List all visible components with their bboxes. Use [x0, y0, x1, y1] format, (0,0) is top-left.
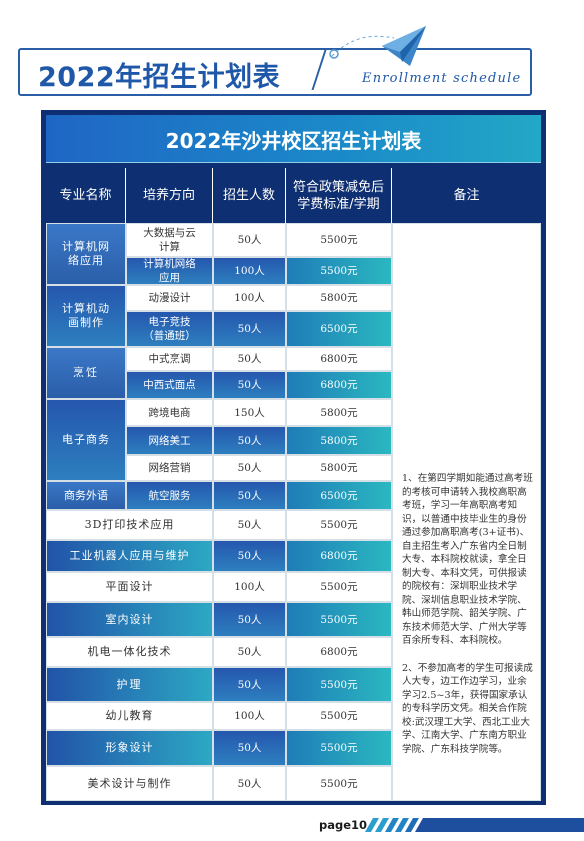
fee-cell: 5800元 — [286, 399, 392, 426]
footer-stripes — [365, 818, 584, 832]
fee-cell: 6800元 — [286, 347, 392, 371]
fee-cell: 5500元 — [286, 766, 392, 801]
count-cell: 50人 — [213, 667, 286, 702]
count-cell: 50人 — [213, 455, 286, 481]
count-cell: 100人 — [213, 572, 286, 602]
major-cell: 室内设计 — [46, 602, 213, 637]
count-cell: 50人 — [213, 371, 286, 399]
col-header-fee: 符合政策减免后学费标准/学期 — [286, 168, 392, 223]
fee-cell: 5500元 — [286, 730, 392, 766]
count-cell: 50人 — [213, 311, 286, 347]
count-cell: 50人 — [213, 223, 286, 257]
page-subtitle-en: Enrollment schedule — [362, 71, 522, 86]
enrollment-table: 2022年沙井校区招生计划表 专业名称 培养方向 招生人数 符合政策减免后学费标… — [41, 110, 546, 805]
count-cell: 150人 — [213, 399, 286, 426]
col-header-count: 招生人数 — [213, 168, 286, 223]
note-paragraph: 1、在第四学期如能通过高考班的考核可申请转入我校高职高考班，学习一年高职高考知识… — [402, 473, 533, 646]
count-cell: 50人 — [213, 730, 286, 766]
direction-cell: 计算机网络应用 — [126, 257, 213, 285]
major-cell: 计算机动画制作 — [46, 285, 126, 347]
fee-cell: 5500元 — [286, 510, 392, 540]
fee-cell: 6800元 — [286, 540, 392, 572]
major-cell: 护理 — [46, 667, 213, 702]
major-cell: 平面设计 — [46, 572, 213, 602]
major-cell: 形象设计 — [46, 730, 213, 766]
count-cell: 50人 — [213, 540, 286, 572]
major-cell: 工业机器人应用与维护 — [46, 540, 213, 572]
direction-cell: 大数据与云计算 — [126, 223, 213, 257]
fee-cell: 5500元 — [286, 702, 392, 730]
col-header-direction: 培养方向 — [126, 168, 213, 223]
count-cell: 50人 — [213, 426, 286, 455]
direction-cell: 中式烹调 — [126, 347, 213, 371]
direction-cell: 中西式面点 — [126, 371, 213, 399]
fee-cell: 5500元 — [286, 602, 392, 637]
col-header-notes: 备注 — [453, 188, 480, 203]
direction-cell: 跨境电商 — [126, 399, 213, 426]
fee-cell: 6500元 — [286, 311, 392, 347]
count-cell: 100人 — [213, 285, 286, 311]
count-cell: 50人 — [213, 637, 286, 667]
direction-cell: 动漫设计 — [126, 285, 213, 311]
fee-cell: 5500元 — [286, 667, 392, 702]
fee-cell: 5500元 — [286, 572, 392, 602]
major-cell: 计算机网络应用 — [46, 223, 126, 285]
table-title: 2022年沙井校区招生计划表 — [165, 129, 422, 153]
count-cell: 50人 — [213, 481, 286, 510]
fee-cell: 6800元 — [286, 637, 392, 667]
direction-cell: 网络美工 — [126, 426, 213, 455]
fee-cell: 5800元 — [286, 455, 392, 481]
major-cell: 3D打印技术应用 — [46, 510, 213, 540]
count-cell: 50人 — [213, 766, 286, 801]
col-header-major: 专业名称 — [46, 168, 126, 223]
notes-cell: 1、在第四学期如能通过高考班的考核可申请转入我校高职高考班，学习一年高职高考知识… — [392, 223, 541, 801]
fee-cell: 5800元 — [286, 285, 392, 311]
table-title-bar: 2022年沙井校区招生计划表 — [46, 115, 541, 163]
fee-cell: 5500元 — [286, 257, 392, 285]
major-cell: 烹饪 — [46, 347, 126, 399]
header-frame — [18, 48, 532, 96]
count-cell: 100人 — [213, 257, 286, 285]
page-number: page10 — [319, 818, 368, 832]
count-cell: 50人 — [213, 510, 286, 540]
count-cell: 100人 — [213, 702, 286, 730]
major-cell: 机电一体化技术 — [46, 637, 213, 667]
major-cell: 商务外语 — [46, 481, 126, 510]
page-title: 2022年招生计划表 — [38, 62, 281, 93]
count-cell: 50人 — [213, 347, 286, 371]
fee-cell: 5800元 — [286, 426, 392, 455]
fee-cell: 6500元 — [286, 481, 392, 510]
direction-cell: 网络营销 — [126, 455, 213, 481]
fee-cell: 6800元 — [286, 371, 392, 399]
paper-plane-icon — [329, 26, 426, 66]
major-cell: 美术设计与制作 — [46, 766, 213, 801]
count-cell: 50人 — [213, 602, 286, 637]
fee-cell: 5500元 — [286, 223, 392, 257]
direction-cell: 电子竞技（普通班） — [126, 311, 213, 347]
major-cell: 电子商务 — [46, 399, 126, 481]
major-cell: 幼儿教育 — [46, 702, 213, 730]
direction-cell: 航空服务 — [126, 481, 213, 510]
note-paragraph: 2、不参加高考的学生可报读成人大专，边工作边学习，业余学习2.5~3年，获得国家… — [402, 662, 533, 755]
